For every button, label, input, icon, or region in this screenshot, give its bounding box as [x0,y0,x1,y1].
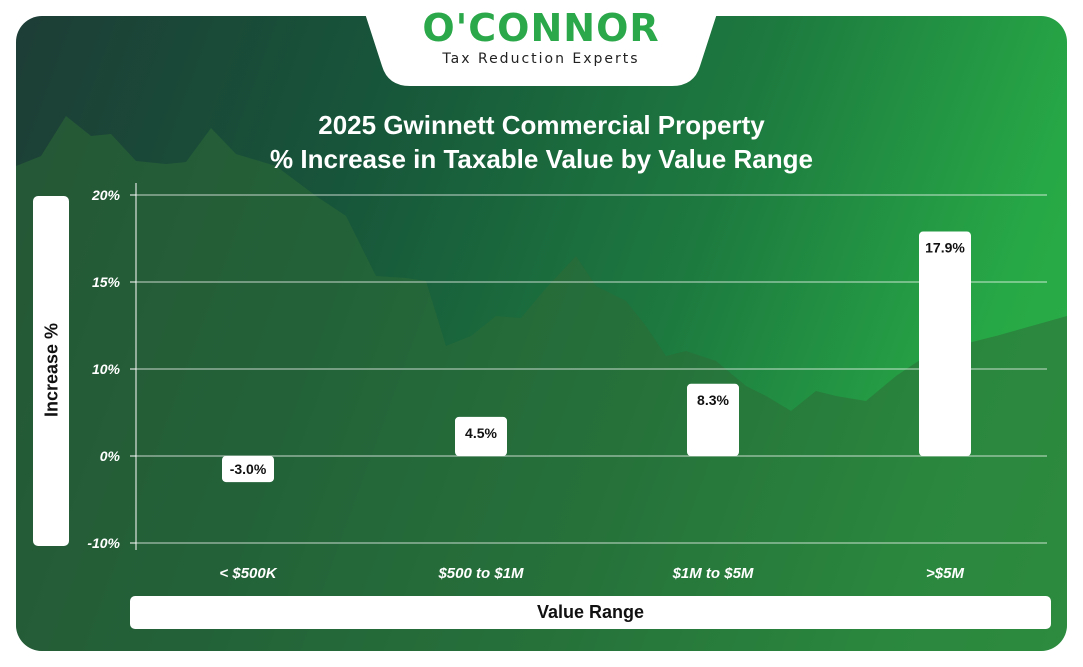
y-tick-label: 10% [92,361,121,377]
chart-card [16,16,1067,651]
x-axis-label-box [130,596,1051,629]
bar-value-label: -3.0% [230,461,267,477]
logo-tab-shape [360,0,722,86]
bar [222,456,274,483]
x-category-label: < $500K [219,565,277,582]
logo-tab: O'CONNOR Tax Reduction Experts [360,0,722,88]
x-category-label: >$5M [926,565,964,582]
background-mountains [16,116,1067,651]
logo-tagline: Tax Reduction Experts [442,51,640,67]
y-tick-label: 20% [91,187,121,203]
bar-value-label: 8.3% [697,392,729,408]
chart-title-line-1: 2025 Gwinnett Commercial Property [318,110,765,140]
bar [455,416,507,456]
x-category-label: $500 to $1M [437,565,524,582]
bar [919,231,971,456]
y-tick-label: 0% [100,448,121,464]
y-tick-label: 15% [92,274,121,290]
x-axis-label: Value Range [536,602,645,622]
bar-value-label: 17.9% [925,240,965,256]
y-axis-label-box [33,196,69,546]
y-tick-label: -10% [87,535,120,551]
bar-value-label: 4.5% [465,425,497,441]
x-category-label: $1M to $5M [672,565,754,582]
chart-title-line-2: % Increase in Taxable Value by Value Ran… [270,144,813,174]
logo-wordmark: O'CONNOR [422,6,660,50]
bar [687,383,739,456]
chart-title: 2025 Gwinnett Commercial Property % Incr… [0,108,1083,176]
